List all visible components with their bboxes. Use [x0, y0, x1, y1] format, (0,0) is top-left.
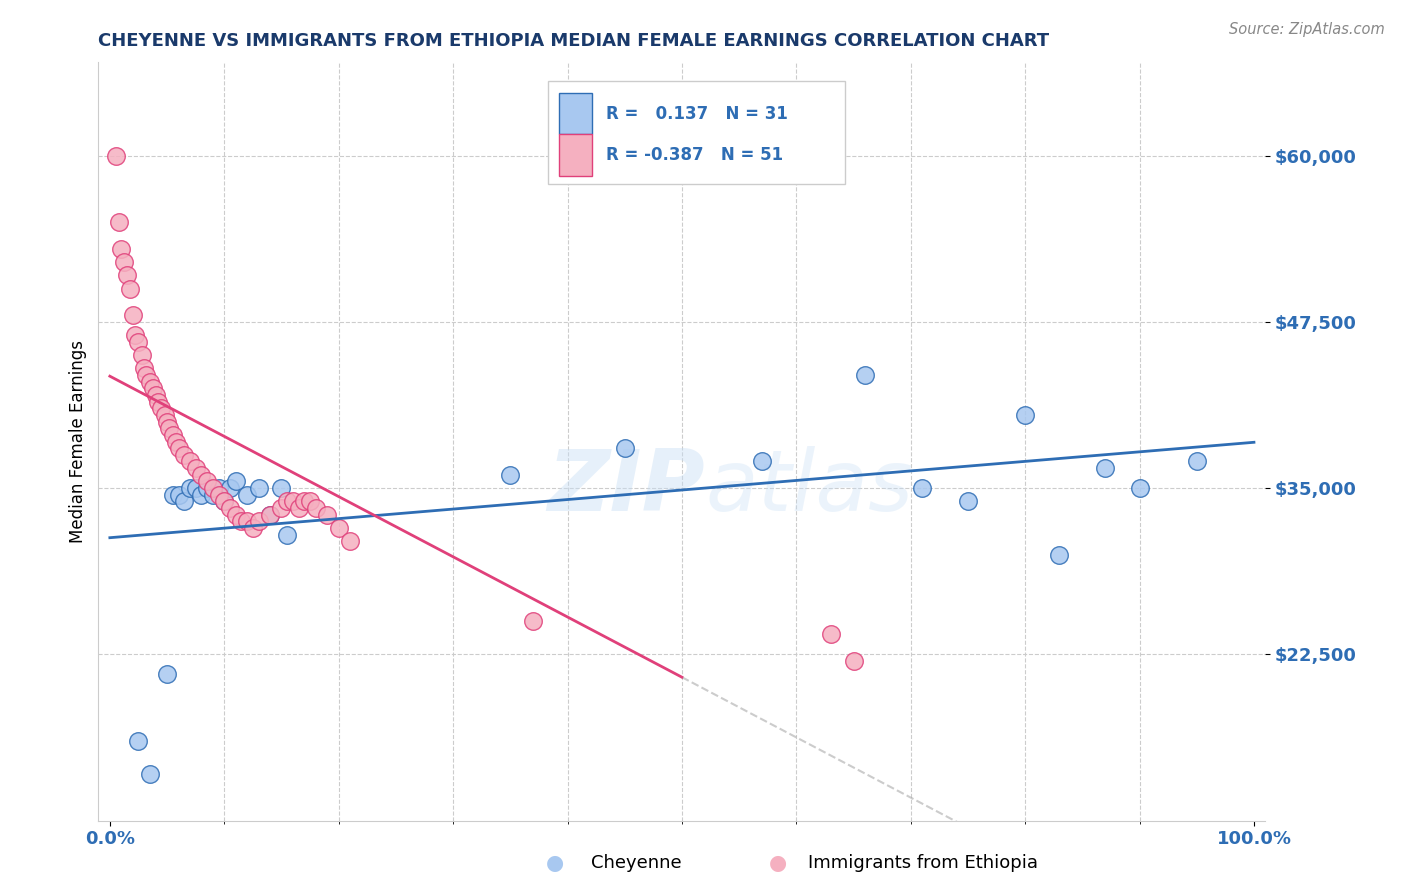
Point [270, 481, 292, 495]
Point [219, 501, 242, 516]
Point [179, 454, 201, 468]
Point [305, 501, 328, 516]
Point [135, 368, 157, 382]
Point [225, 508, 247, 522]
Point [195, 481, 218, 495]
Bar [560, 135, 592, 177]
Point [201, 481, 224, 495]
Point [292, 494, 315, 508]
Point [207, 488, 229, 502]
Point [121, 308, 143, 322]
Point [190, 488, 212, 502]
Point [281, 494, 304, 508]
Text: Cheyenne: Cheyenne [591, 855, 681, 872]
Point [127, 734, 149, 748]
Point [207, 481, 229, 495]
Point [201, 488, 224, 502]
Point [214, 494, 236, 508]
Point [270, 501, 292, 516]
Point [142, 381, 165, 395]
Point [236, 514, 259, 528]
Point [259, 508, 281, 522]
Point [328, 521, 350, 535]
Point [236, 488, 259, 502]
Point [287, 501, 309, 516]
Point [124, 328, 146, 343]
Point [522, 614, 544, 628]
Point [1094, 461, 1116, 475]
Point [162, 488, 184, 502]
Point [110, 242, 132, 256]
Point [156, 415, 179, 429]
Point [1128, 481, 1150, 495]
Point [179, 481, 201, 495]
Point [339, 534, 361, 549]
Text: CHEYENNE VS IMMIGRANTS FROM ETHIOPIA MEDIAN FEMALE EARNINGS CORRELATION CHART: CHEYENNE VS IMMIGRANTS FROM ETHIOPIA MED… [98, 32, 1049, 50]
Bar [548, 81, 845, 184]
Point [1014, 408, 1036, 422]
Point [112, 255, 135, 269]
Point [139, 375, 162, 389]
Point [853, 368, 876, 382]
Point [115, 268, 138, 283]
Point [225, 475, 247, 489]
Point [145, 388, 167, 402]
Point [131, 348, 153, 362]
Text: ●: ● [547, 854, 564, 873]
Text: R =   0.137   N = 31: R = 0.137 N = 31 [606, 104, 787, 122]
Point [613, 441, 636, 455]
Point [316, 508, 339, 522]
Point [139, 767, 162, 781]
Text: ●: ● [769, 854, 786, 873]
Point [219, 481, 242, 495]
Point [150, 401, 173, 416]
Point [842, 654, 865, 668]
Point [1185, 454, 1208, 468]
Point [820, 627, 842, 641]
Point [165, 434, 187, 449]
Point [299, 494, 322, 508]
Point [911, 481, 934, 495]
Point [153, 408, 176, 422]
Point [247, 514, 270, 528]
Text: ZIP: ZIP [547, 445, 706, 529]
Point [184, 461, 207, 475]
Point [276, 527, 298, 541]
Point [499, 467, 522, 482]
Point [134, 361, 156, 376]
Point [108, 215, 131, 229]
Point [242, 521, 264, 535]
Point [167, 488, 190, 502]
Point [173, 494, 195, 508]
Point [276, 494, 298, 508]
Bar [560, 93, 592, 135]
Point [162, 428, 184, 442]
Point [156, 667, 179, 681]
Text: atlas: atlas [706, 445, 914, 529]
Text: R = -0.387   N = 51: R = -0.387 N = 51 [606, 146, 783, 164]
Point [157, 421, 180, 435]
Point [1049, 548, 1071, 562]
Point [127, 334, 149, 349]
Point [184, 481, 207, 495]
Text: Source: ZipAtlas.com: Source: ZipAtlas.com [1229, 22, 1385, 37]
Point [120, 282, 142, 296]
Y-axis label: Median Female Earnings: Median Female Earnings [69, 340, 87, 543]
Point [231, 514, 253, 528]
Point [167, 441, 190, 455]
Point [956, 494, 979, 508]
Point [751, 454, 773, 468]
Point [173, 448, 195, 462]
Point [247, 481, 270, 495]
Point [195, 475, 218, 489]
Point [259, 508, 281, 522]
Point [214, 494, 236, 508]
Point [104, 148, 127, 162]
Point [190, 467, 212, 482]
Text: Immigrants from Ethiopia: Immigrants from Ethiopia [808, 855, 1039, 872]
Point [146, 394, 169, 409]
